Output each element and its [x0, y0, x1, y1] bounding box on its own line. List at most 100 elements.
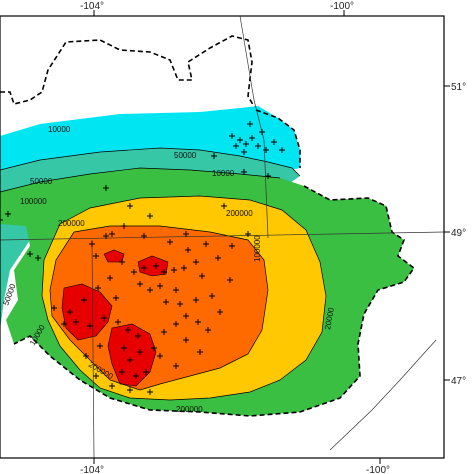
contour-label: 20000: [323, 306, 336, 330]
right-tick-label: 47°: [451, 376, 466, 387]
well-marker: [247, 121, 253, 127]
well-marker: [173, 321, 179, 327]
contour-label: 10000: [212, 169, 235, 178]
well-marker: [135, 333, 141, 339]
well-marker: [243, 141, 249, 147]
well-marker: [161, 329, 167, 335]
well-marker: [183, 231, 189, 237]
well-marker: [193, 297, 199, 303]
well-marker: [137, 281, 143, 287]
contour-lines: [0, 147, 327, 401]
top-tick-label: -100°: [330, 1, 354, 12]
right-tick-label: 51°: [451, 82, 466, 93]
well-marker: [195, 319, 201, 325]
well-marker: [199, 273, 205, 279]
well-marker: [255, 143, 261, 149]
well-marker: [101, 315, 107, 321]
well-marker: [131, 269, 137, 275]
well-marker: [83, 353, 89, 359]
well-marker: [205, 327, 211, 333]
contour-high-patch-2: [107, 323, 157, 387]
well-marker: [109, 231, 115, 237]
well-marker: [67, 309, 73, 315]
well-marker: [115, 319, 121, 325]
well-marker: [81, 297, 87, 303]
well-marker: [107, 275, 113, 281]
well-marker: [229, 133, 235, 139]
basin-boundary-outline: [0, 35, 257, 111]
well-marker: [181, 265, 187, 271]
bottom-tick-label: -104°: [80, 465, 104, 474]
contour-label: 200000: [176, 405, 203, 414]
well-marker: [203, 241, 209, 247]
contour-band-500000: [50, 226, 268, 390]
well-marker: [279, 147, 285, 153]
well-marker: [153, 263, 159, 269]
top-tick-label: -104°: [80, 1, 104, 12]
province-borders: [0, 15, 445, 459]
contour-label: 50000: [30, 177, 53, 186]
well-marker: [215, 255, 221, 261]
well-marker: [35, 255, 41, 261]
well-marker: [127, 357, 133, 363]
well-marker: [271, 139, 277, 145]
contour-high-patch-4: [103, 249, 125, 263]
well-marker: [233, 143, 239, 149]
well-marker: [121, 345, 127, 351]
map-frame: [0, 15, 445, 459]
well-marker: [0, 217, 3, 223]
well-marker: [133, 373, 139, 379]
well-marker: [27, 251, 33, 257]
bottom-tick-label: -100°: [366, 465, 390, 474]
well-marker: [89, 241, 95, 247]
contour-label: 200000: [226, 209, 253, 218]
well-marker: [263, 147, 269, 153]
well-marker: [185, 247, 191, 253]
well-marker: [249, 135, 255, 141]
well-marker: [163, 299, 169, 305]
well-marker: [193, 259, 199, 265]
well-marker: [183, 337, 189, 343]
well-marker: [119, 259, 125, 265]
well-marker: [125, 327, 131, 333]
well-marker: [217, 309, 223, 315]
well-marker: [237, 137, 243, 143]
contour-high-patch-1: [61, 283, 113, 341]
contour-label: 200000: [58, 219, 85, 228]
well-marker: [173, 363, 179, 369]
well-marker: [209, 293, 215, 299]
well-marker: [113, 295, 119, 301]
contour-label: 50000: [174, 151, 197, 160]
well-marker: [87, 323, 93, 329]
well-marker: [157, 283, 163, 289]
well-marker: [109, 383, 115, 389]
well-marker: [127, 387, 133, 393]
well-marker: [177, 301, 183, 307]
well-marker: [211, 153, 217, 159]
well-marker: [97, 343, 103, 349]
well-marker: [259, 129, 265, 135]
well-marker: [121, 223, 127, 229]
well-marker: [197, 349, 203, 355]
well-marker: [95, 285, 101, 291]
axis-ticks: [93, 10, 450, 464]
well-marker: [173, 287, 179, 293]
well-marker: [171, 267, 177, 273]
contour-label: 10000: [48, 125, 71, 134]
well-marker: [161, 269, 167, 275]
well-markers: [0, 121, 285, 395]
well-marker: [103, 233, 109, 239]
well-marker: [137, 349, 143, 355]
well-marker: [143, 369, 149, 375]
contour-label: 100000: [20, 197, 47, 206]
well-marker: [73, 319, 79, 325]
well-marker: [147, 389, 153, 395]
well-marker: [103, 185, 109, 191]
well-marker: [241, 169, 247, 175]
well-marker: [141, 233, 147, 239]
well-marker: [147, 213, 153, 219]
well-marker: [51, 305, 57, 311]
well-marker: [157, 353, 163, 359]
well-marker: [5, 211, 11, 217]
